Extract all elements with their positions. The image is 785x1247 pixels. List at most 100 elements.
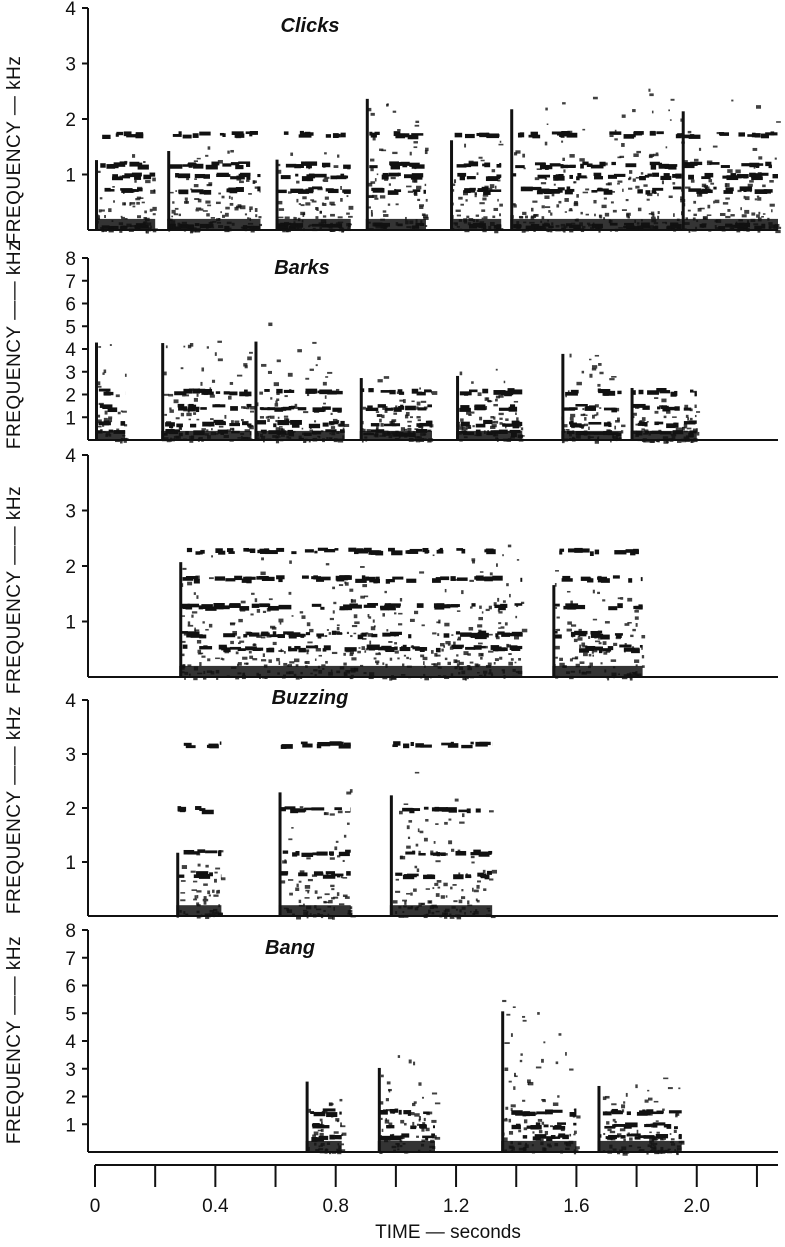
energy-speck [423,1117,426,1122]
energy-speck [757,229,761,233]
energy-floor [597,1140,682,1152]
harmonic-mark [463,163,472,168]
energy-speck [182,393,186,397]
harmonic-mark [656,387,667,392]
energy-speck [189,439,194,443]
energy-speck [261,659,267,662]
energy-speck [180,666,185,670]
energy-speck [390,407,394,411]
energy-speck [498,431,501,434]
energy-speck [370,168,374,172]
energy-speck [489,572,493,576]
harmonic-mark [470,852,483,856]
y-tick-label: 1 [65,613,76,634]
harmonic-mark [487,176,501,179]
energy-speck [346,822,350,825]
energy-speck [556,628,561,632]
harmonic-mark [653,1122,666,1126]
energy-speck [397,1055,401,1058]
harmonic-mark [559,548,565,552]
harmonic-mark [686,162,698,166]
harmonic-mark [612,575,620,579]
y-axis-label: FREQUENCY —— kHz [4,486,25,694]
energy-speck [654,191,657,194]
energy-speck [570,413,576,418]
energy-speck [467,875,472,878]
harmonic-mark [741,163,753,167]
energy-speck [664,164,669,167]
energy-speck [531,1150,536,1154]
harmonic-mark [642,405,650,410]
energy-speck [422,438,427,441]
energy-speck [515,615,518,619]
energy-speck [647,1144,652,1148]
harmonic-mark [191,189,204,193]
energy-speck [507,439,511,442]
harmonic-mark [344,575,352,580]
energy-speck [504,423,510,426]
harmonic-mark [484,162,491,168]
energy-speck [208,623,213,628]
harmonic-mark [199,808,206,812]
energy-speck [451,906,456,909]
energy-speck [194,629,197,634]
energy-speck [237,672,242,675]
energy-speck [183,408,188,412]
energy-speck [321,202,325,206]
harmonic-mark [696,189,708,194]
energy-speck [317,897,320,900]
energy-speck [378,652,381,654]
harmonic-mark [663,173,670,178]
y-tick-label: 2 [65,557,76,578]
energy-speck [295,406,299,409]
energy-speck [301,615,306,619]
energy-speck [305,660,310,664]
harmonic-mark [278,225,289,230]
energy-speck [262,610,267,614]
harmonic-mark [608,422,612,427]
energy-speck [416,868,420,873]
energy-speck [253,643,256,647]
energy-speck [180,412,185,417]
energy-speck [513,152,518,156]
harmonic-mark [182,134,192,139]
energy-speck [169,437,173,440]
energy-speck [207,146,211,150]
harmonic-mark [231,131,244,135]
energy-speck [756,195,760,198]
energy-speck [363,672,367,675]
harmonic-mark [633,131,643,136]
energy-speck [287,632,292,636]
sound-segment [389,741,498,920]
energy-speck [388,1122,393,1126]
energy-speck [399,855,403,859]
harmonic-mark [738,132,746,137]
energy-speck [318,1145,321,1148]
harmonic-mark [199,131,211,136]
energy-speck [135,198,141,201]
energy-speck [384,590,387,594]
energy-speck [512,675,518,679]
energy-speck [349,650,354,655]
energy-speck [323,402,326,405]
harmonic-mark [755,163,760,168]
energy-speck [419,387,421,390]
energy-speck [288,227,293,231]
energy-speck [776,226,782,229]
energy-speck [582,408,585,411]
harmonic-mark [343,189,351,194]
energy-speck [545,107,548,111]
sound-segment [377,1055,441,1154]
energy-floor [278,905,351,916]
energy-speck [253,226,257,229]
energy-speck [322,163,326,168]
harmonic-mark [394,1108,399,1113]
energy-speck [213,914,216,918]
energy-speck [621,143,625,147]
energy-speck [670,98,675,101]
energy-speck [346,670,351,674]
energy-speck [318,654,322,657]
energy-speck [163,437,169,441]
harmonic-mark [226,188,235,192]
harmonic-mark [570,389,579,394]
